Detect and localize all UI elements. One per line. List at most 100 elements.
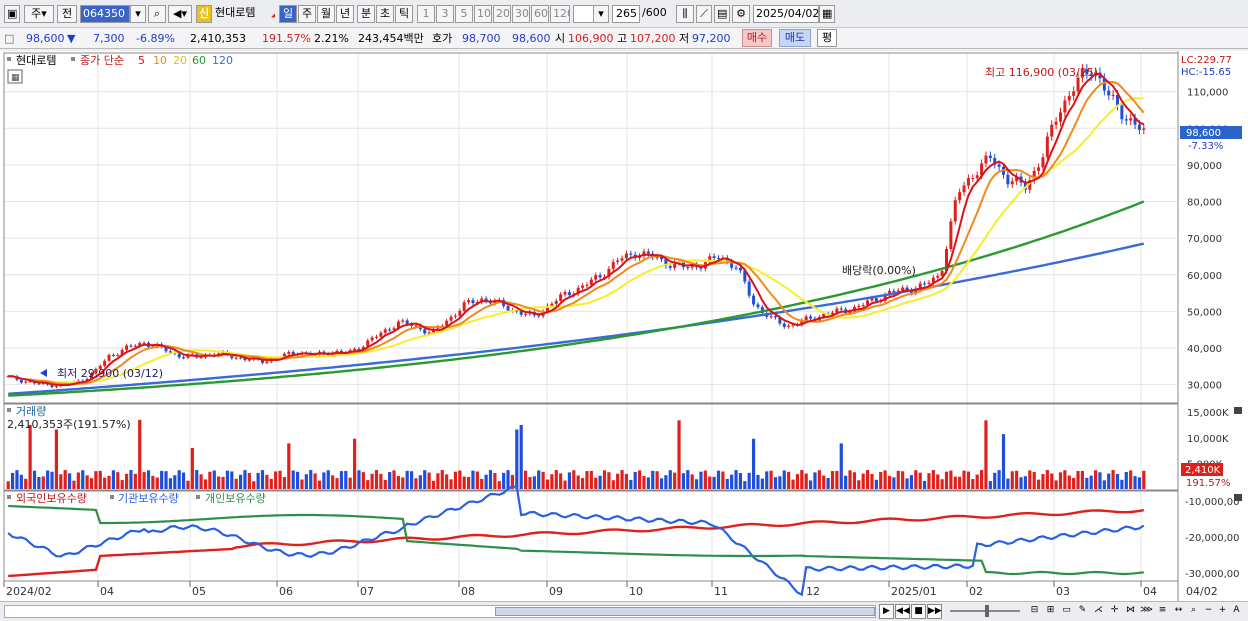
tab-period-year[interactable]: 년 — [336, 5, 354, 23]
candle-body — [471, 300, 475, 304]
volume-bar — [633, 472, 637, 489]
volume-bar — [304, 474, 308, 489]
volume-bar — [208, 471, 212, 489]
custom-period-dropdown-icon[interactable]: ▾ — [593, 5, 609, 23]
zoom-out-icon[interactable]: − — [1204, 605, 1213, 615]
volume-bar — [274, 471, 278, 489]
candle-body — [234, 357, 238, 359]
candle-body — [791, 324, 795, 326]
jeon-button[interactable]: 전 — [57, 5, 77, 23]
fib-icon[interactable]: ⋙ — [1140, 605, 1153, 615]
calendar-icon[interactable]: ▦ — [819, 5, 835, 23]
tab-period-second[interactable]: 초 — [376, 5, 394, 23]
grid-toggle-icon[interactable]: ⊟ — [1030, 605, 1039, 615]
layout-icon[interactable]: ⊞ — [1046, 605, 1055, 615]
scroll-right-icon[interactable]: ▶ — [879, 604, 894, 619]
min-opt-1[interactable]: 1 — [417, 5, 435, 23]
candle-body — [1133, 118, 1137, 125]
search-icon[interactable]: ⌕ — [148, 5, 166, 23]
candle-body — [738, 267, 742, 271]
volume-bar — [778, 476, 782, 489]
rewind-icon[interactable]: ◀◀ — [895, 604, 910, 619]
cursor-icon[interactable]: ⋌ — [1094, 605, 1103, 615]
quote-bar-checkbox[interactable]: □ — [4, 32, 15, 45]
min-opt-120[interactable]: 120 — [550, 5, 570, 23]
price-tick-label: 30,000 — [1187, 381, 1222, 392]
measure-icon[interactable]: ⋈ — [1126, 605, 1135, 615]
chart-type-icon[interactable]: ▣ — [4, 5, 20, 23]
zoom-in-icon[interactable]: + — [1218, 605, 1227, 615]
draw-icon[interactable]: ✎ — [1078, 605, 1087, 615]
date-input[interactable]: 2025/04/02 — [753, 5, 819, 23]
volume-bar — [370, 473, 374, 489]
volume-bar — [787, 471, 791, 489]
tab-period-week[interactable]: 주 — [298, 5, 316, 23]
scrollbar-thumb[interactable] — [495, 607, 875, 616]
volume-bar — [63, 470, 67, 489]
min-opt-10[interactable]: 10 — [474, 5, 492, 23]
volume-box — [1181, 463, 1223, 476]
font-size-icon[interactable]: A — [1233, 605, 1240, 615]
gear-icon[interactable]: ⚙ — [732, 5, 750, 23]
close-panel-icon[interactable] — [1234, 407, 1242, 414]
speaker-icon[interactable]: ◀▾ — [168, 5, 192, 23]
min-opt-20[interactable]: 20 — [493, 5, 511, 23]
dropdown-arrow-icon[interactable]: ▾ — [130, 5, 146, 23]
min-opt-3[interactable]: 3 — [436, 5, 454, 23]
volume-bar — [620, 470, 624, 489]
low-marker-icon — [40, 369, 47, 377]
volume-bar — [756, 474, 760, 489]
market-select[interactable]: 주▾ — [24, 5, 54, 23]
avg-button[interactable]: 평 — [817, 29, 837, 47]
volume-bar — [423, 470, 427, 489]
lines-icon[interactable]: ≡ — [1158, 605, 1167, 615]
tab-period-day[interactable]: 일 — [279, 5, 297, 23]
zoom-slider-handle[interactable] — [985, 605, 989, 617]
candle-body — [133, 345, 137, 347]
close-panel-icon[interactable] — [1234, 494, 1242, 501]
candle-body — [1120, 105, 1124, 120]
horizontal-scrollbar[interactable] — [4, 605, 876, 618]
candle-body — [366, 340, 370, 347]
calculator-icon[interactable] — [7, 69, 23, 84]
sell-button[interactable]: 매도 — [779, 29, 811, 47]
window-icon[interactable]: ▭ — [1062, 605, 1071, 615]
range-icon[interactable]: ↔ — [1174, 605, 1183, 615]
count-input[interactable]: 265 — [612, 5, 640, 23]
buy-button[interactable]: 매수 — [742, 29, 772, 47]
fast-forward-icon[interactable]: ▶▶ — [927, 604, 942, 619]
annotation-high: 최고 116,900 (03/25) — [985, 66, 1098, 79]
volume-bar — [979, 470, 984, 489]
candle-body — [375, 336, 378, 338]
holding-legend-inst: 기관보유수량 — [118, 492, 179, 505]
save-icon[interactable]: ▤ — [714, 5, 730, 23]
min-opt-30[interactable]: 30 — [512, 5, 530, 23]
crosshair-icon[interactable]: ✛ — [1110, 605, 1119, 615]
volume-bar — [348, 477, 352, 489]
stop-icon[interactable]: ■ — [911, 604, 926, 619]
stock-chart[interactable]: 현대로템 종가 단순 5 10 20 60 120 ▦ 최고 116,900 (… — [0, 51, 1248, 601]
min-opt-60[interactable]: 60 — [531, 5, 549, 23]
volume-bar — [822, 475, 826, 489]
holding-tick-label: -10,000,00 — [1185, 497, 1240, 508]
zoom-search-icon[interactable]: ⌕ — [1190, 605, 1197, 615]
volume-bar — [589, 470, 593, 489]
candle-body — [936, 275, 940, 278]
hc-label: HC:-15.65 — [1181, 67, 1231, 78]
draw-line-icon[interactable]: ⟋ — [696, 5, 712, 23]
candle-body — [94, 368, 98, 374]
volume-bar — [453, 471, 458, 489]
volume-bar — [383, 479, 387, 489]
min-opt-5[interactable]: 5 — [455, 5, 473, 23]
stock-code-input[interactable]: 064350 — [80, 5, 130, 23]
volume-bar — [554, 470, 558, 489]
tab-period-tick[interactable]: 틱 — [395, 5, 413, 23]
x-tick-label: 02 — [969, 585, 983, 598]
volume-bar — [580, 478, 585, 489]
volume-bar — [1107, 473, 1111, 489]
annotation-dividend: 배당락(0.00%) — [842, 264, 916, 277]
candle-icon[interactable]: ⫼ — [676, 5, 694, 23]
tab-period-month[interactable]: 월 — [317, 5, 335, 23]
tab-period-minute[interactable]: 분 — [357, 5, 375, 23]
volume-bar — [1067, 475, 1071, 489]
